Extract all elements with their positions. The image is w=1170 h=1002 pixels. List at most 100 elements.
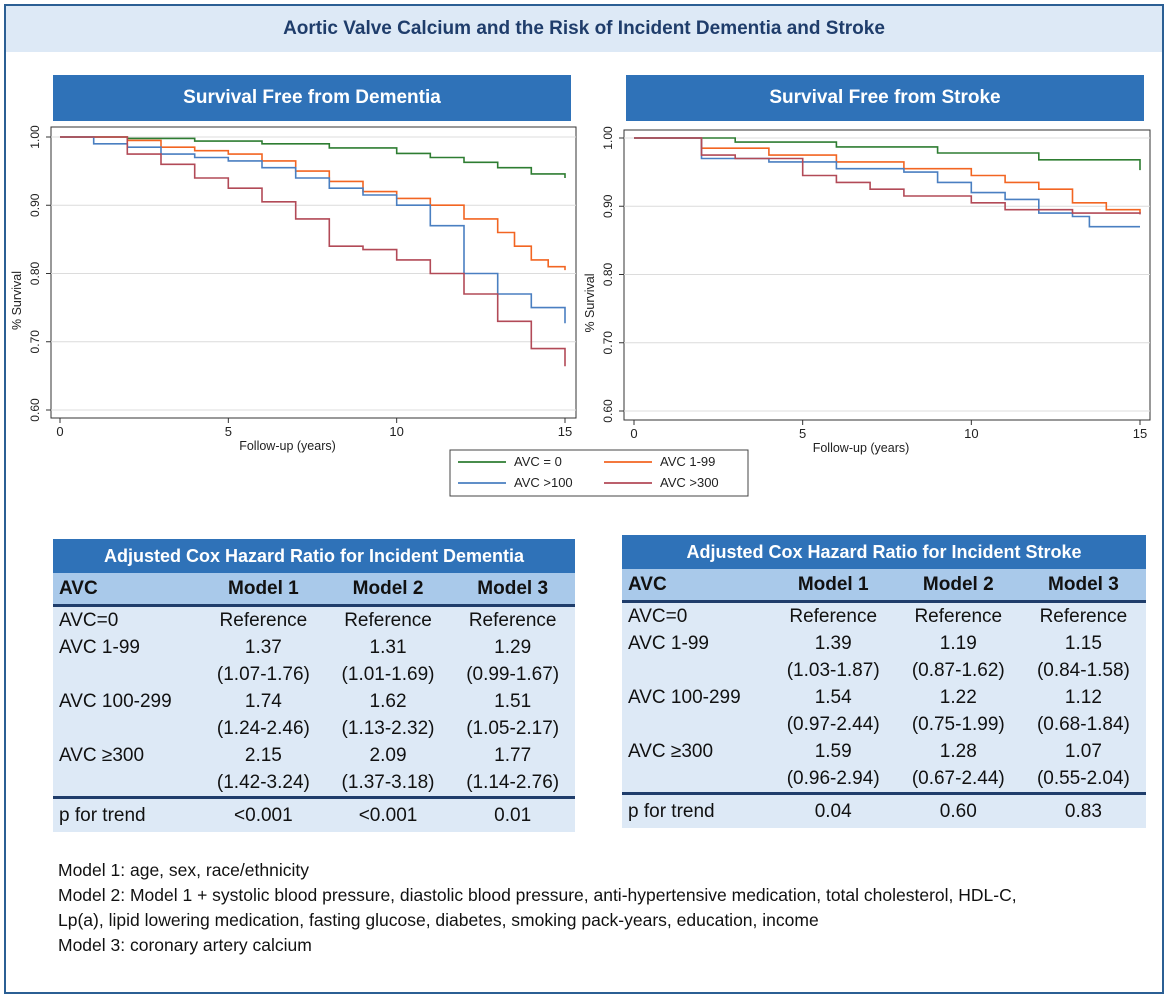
stroke-header-cell: Model 3 bbox=[1020, 569, 1146, 603]
dementia-y-axis-label: % Survival bbox=[10, 271, 24, 330]
stroke-table-grid: AVC Model 1 Model 2 Model 3 AVC=0 Reference R… bbox=[622, 569, 1146, 828]
stroke-header-cell: Model 1 bbox=[770, 569, 896, 603]
dementia-table-title: Adjusted Cox Hazard Ratio for Incident D… bbox=[53, 539, 575, 573]
stroke-x-axis-label: Follow-up (years) bbox=[813, 441, 910, 455]
table-cell: AVC=0 bbox=[59, 609, 119, 631]
table-cell: 1.29 bbox=[494, 636, 532, 658]
stroke-x-tick-label: 0 bbox=[630, 426, 637, 441]
table-cell: 1.39 bbox=[814, 632, 852, 654]
stroke-y-tick-label: 0.90 bbox=[601, 194, 615, 218]
table-cell: (0.96-2.94) bbox=[786, 767, 880, 789]
table-cell: 1.51 bbox=[494, 690, 532, 712]
dementia-series-line bbox=[60, 136, 566, 324]
table-cell: 1.28 bbox=[939, 740, 977, 762]
table-cell: (1.42-3.24) bbox=[216, 771, 310, 793]
stroke-header-cell: Model 2 bbox=[895, 569, 1021, 603]
trend-cell: p for trend bbox=[53, 796, 202, 832]
legend-label: AVC = 0 bbox=[514, 454, 562, 469]
table-cell: 1.19 bbox=[939, 632, 977, 654]
stroke-y-tick-label: 0.80 bbox=[601, 262, 615, 286]
table-row: (1.42-3.24) (1.37-3.18) (1.14-2.76) bbox=[53, 769, 575, 798]
table-cell: (1.03-1.87) bbox=[786, 659, 880, 681]
figure-title: Aortic Valve Calcium and the Risk of Inc… bbox=[6, 6, 1162, 52]
table-row: (0.97-2.44) (0.75-1.99) (0.68-1.84) bbox=[622, 711, 1146, 738]
table-cell: (1.01-1.69) bbox=[341, 663, 435, 685]
table-cell: 2.15 bbox=[244, 744, 282, 766]
table-cell: AVC=0 bbox=[628, 605, 688, 627]
dementia-x-tick-label: 15 bbox=[558, 424, 572, 439]
table-row: (0.96-2.94) (0.67-2.44) (0.55-2.04) bbox=[622, 765, 1146, 794]
dementia-chart-title: Survival Free from Dementia bbox=[53, 75, 571, 121]
trend-cell: p for trend bbox=[622, 792, 771, 828]
table-cell: (0.75-1.99) bbox=[911, 713, 1005, 735]
dementia-hazard-table: Adjusted Cox Hazard Ratio for Incident D… bbox=[53, 539, 575, 832]
trend-row: p for trend <0.001 <0.001 0.01 bbox=[53, 796, 575, 832]
table-cell: (0.99-1.67) bbox=[466, 663, 560, 685]
table-row: (1.07-1.76) (1.01-1.69) (0.99-1.67) bbox=[53, 661, 575, 688]
stroke-x-tick-label: 15 bbox=[1133, 426, 1147, 441]
trend-cell: 0.01 bbox=[450, 796, 575, 832]
table-cell: AVC ≥300 bbox=[59, 744, 145, 766]
table-row: AVC 1-99 1.39 1.19 1.15 bbox=[622, 630, 1146, 657]
dementia-y-tick-label: 0.70 bbox=[28, 330, 42, 354]
dementia-x-tick-label: 10 bbox=[389, 424, 403, 439]
dementia-plot-frame bbox=[50, 126, 577, 419]
table-cell: (1.24-2.46) bbox=[216, 717, 310, 739]
stroke-hazard-table: Adjusted Cox Hazard Ratio for Incident S… bbox=[622, 535, 1146, 828]
table-cell: Reference bbox=[219, 609, 308, 631]
table-row: (1.24-2.46) (1.13-2.32) (1.05-2.17) bbox=[53, 715, 575, 742]
stroke-y-tick-label: 1.00 bbox=[601, 126, 615, 150]
table-cell: (1.14-2.76) bbox=[466, 771, 560, 793]
stroke-y-tick-label: 0.70 bbox=[601, 331, 615, 355]
table-cell: (0.68-1.84) bbox=[1036, 713, 1130, 735]
dementia-x-tick-label: 0 bbox=[56, 424, 63, 439]
table-cell: Reference bbox=[914, 605, 1003, 627]
stroke-x-tick-label: 10 bbox=[964, 426, 978, 441]
stroke-y-tick-label: 0.60 bbox=[601, 399, 615, 423]
dementia-series-line bbox=[60, 136, 566, 178]
table-cell: 1.12 bbox=[1064, 686, 1102, 708]
dementia-y-tick-label: 0.90 bbox=[28, 193, 42, 217]
table-cell: AVC 1-99 bbox=[59, 636, 140, 658]
note-line: Model 1: age, sex, race/ethnicity bbox=[58, 860, 309, 880]
table-cell: (0.97-2.44) bbox=[786, 713, 880, 735]
table-cell: (0.87-1.62) bbox=[911, 659, 1005, 681]
trend-cell: 0.04 bbox=[770, 792, 896, 828]
table-cell: (0.84-1.58) bbox=[1036, 659, 1130, 681]
table-cell: 1.77 bbox=[494, 744, 532, 766]
table-cell: AVC 1-99 bbox=[628, 632, 709, 654]
legend-label: AVC 1-99 bbox=[660, 454, 715, 469]
dementia-y-tick-label: 0.80 bbox=[28, 261, 42, 285]
dementia-table-grid: AVC Model 1 Model 2 Model 3 AVC=0 Reference R… bbox=[53, 573, 575, 832]
stroke-x-tick-label: 5 bbox=[799, 426, 806, 441]
trend-cell: 0.60 bbox=[895, 792, 1021, 828]
dementia-header-cell: Model 1 bbox=[201, 573, 326, 607]
dementia-header-cell: AVC bbox=[53, 573, 202, 607]
model-notes: Model 1: age, sex, race/ethnicity Model … bbox=[58, 858, 1158, 958]
table-row: AVC=0 Reference Reference Reference bbox=[53, 606, 575, 635]
table-cell: 1.54 bbox=[814, 686, 852, 708]
table-row: AVC 100-299 1.74 1.62 1.51 bbox=[53, 688, 575, 715]
table-row: (1.03-1.87) (0.87-1.62) (0.84-1.58) bbox=[622, 657, 1146, 684]
table-row: AVC 100-299 1.54 1.22 1.12 bbox=[622, 684, 1146, 711]
table-cell: 1.37 bbox=[244, 636, 282, 658]
table-cell: 2.09 bbox=[369, 744, 407, 766]
stroke-chart-title: Survival Free from Stroke bbox=[626, 75, 1144, 121]
legend-label: AVC >100 bbox=[514, 475, 573, 490]
trend-cell: 0.83 bbox=[1020, 792, 1146, 828]
stroke-series-line bbox=[634, 137, 1141, 215]
trend-cell: <0.001 bbox=[201, 796, 326, 832]
dementia-y-tick-label: 0.60 bbox=[28, 398, 42, 422]
dementia-y-tick-label: 1.00 bbox=[28, 125, 42, 149]
table-cell: AVC ≥300 bbox=[628, 740, 714, 762]
table-cell: 1.59 bbox=[814, 740, 852, 762]
stroke-table-title: Adjusted Cox Hazard Ratio for Incident S… bbox=[622, 535, 1146, 569]
table-cell: 1.22 bbox=[939, 686, 977, 708]
table-cell bbox=[622, 657, 771, 684]
table-cell: (1.13-2.32) bbox=[341, 717, 435, 739]
trend-cell: <0.001 bbox=[325, 796, 451, 832]
stroke-series-line bbox=[634, 137, 1141, 171]
dementia-series-line bbox=[60, 136, 566, 367]
table-cell: Reference bbox=[344, 609, 432, 631]
table-cell: (1.07-1.76) bbox=[216, 663, 310, 685]
